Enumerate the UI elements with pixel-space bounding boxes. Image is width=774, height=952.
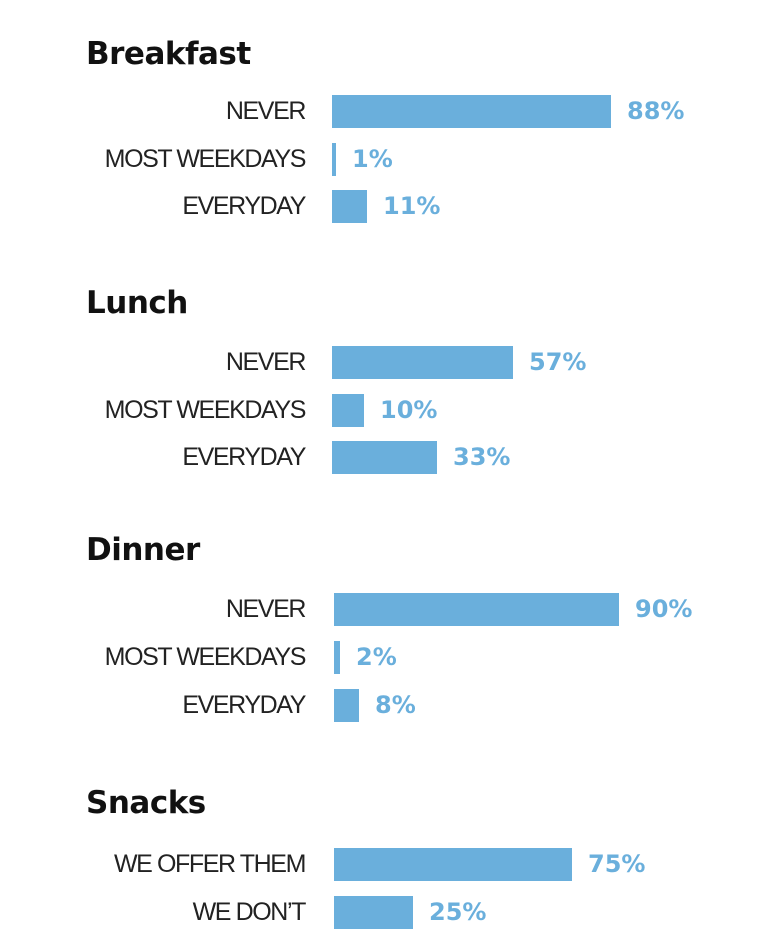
category-axis-line [330, 91, 332, 227]
bar [332, 190, 367, 223]
category-axis-line [332, 589, 334, 726]
data-label: 8% [375, 691, 416, 719]
category-label: MOST WEEKDAYS [104, 396, 307, 424]
category-label: NEVER [225, 97, 307, 125]
category-label: NEVER [225, 348, 307, 376]
category-axis-line [330, 342, 332, 478]
category-label: MOST WEEKDAYS [104, 145, 307, 173]
category-label: EVERYDAY [182, 691, 306, 719]
bar [334, 689, 359, 722]
category-axis-line [332, 844, 334, 933]
data-label: 25% [429, 898, 487, 926]
group-title: Dinner [86, 532, 200, 568]
category-label: EVERYDAY [182, 192, 306, 220]
bar [334, 641, 340, 674]
category-label: EVERYDAY [182, 443, 306, 471]
category-label: MOST WEEKDAYS [104, 643, 307, 671]
category-label: NEVER [225, 595, 307, 623]
bar [334, 896, 413, 929]
group-title: Snacks [86, 785, 206, 821]
category-label: WE DON’T [192, 898, 307, 926]
bar [332, 441, 437, 474]
bar [332, 346, 513, 379]
data-label: 11% [383, 192, 441, 220]
category-label: WE OFFER THEM [113, 850, 306, 878]
data-label: 75% [588, 850, 646, 878]
data-label: 2% [356, 643, 397, 671]
group-title: Breakfast [86, 36, 251, 72]
bar [332, 394, 364, 427]
data-label: 90% [635, 595, 693, 623]
bar [334, 848, 572, 881]
data-label: 1% [352, 145, 393, 173]
bar [332, 143, 336, 176]
bar [332, 95, 611, 128]
data-label: 10% [380, 396, 438, 424]
data-label: 88% [627, 97, 685, 125]
data-label: 57% [529, 348, 587, 376]
data-label: 33% [453, 443, 511, 471]
bar [334, 593, 619, 626]
group-title: Lunch [86, 285, 188, 321]
